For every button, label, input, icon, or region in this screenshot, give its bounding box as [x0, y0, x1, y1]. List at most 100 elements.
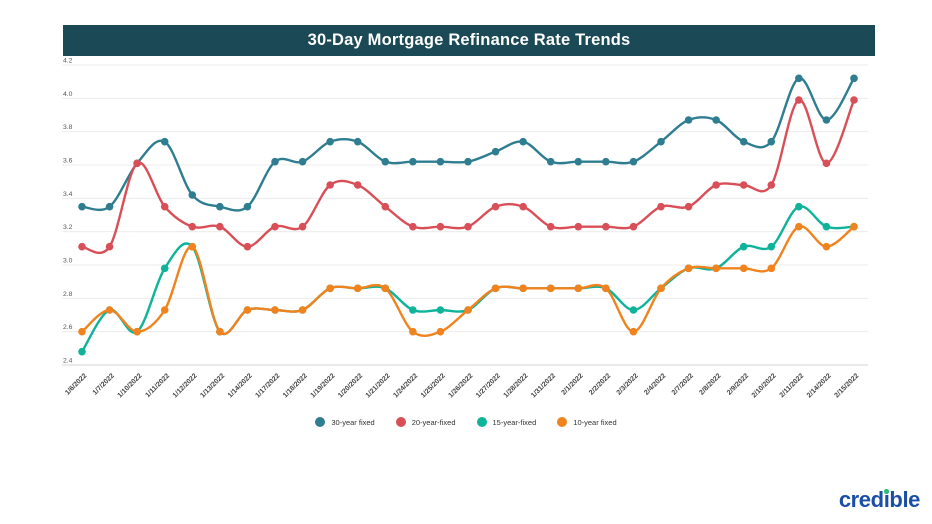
data-point-20-year-fixed — [243, 242, 252, 251]
x-tick-label: 1/28/2022 — [503, 372, 530, 399]
x-tick-label: 1/18/2022 — [282, 372, 309, 399]
data-point-20-year-fixed — [381, 202, 390, 211]
data-point-10-year-fixed — [519, 284, 527, 293]
chart-legend: 30-year fixed 20-year-fixed 15-year-fixed 1… — [0, 417, 932, 427]
data-point-30-year-fixed — [326, 137, 334, 146]
legend-label: 10-year fixed — [573, 417, 617, 427]
data-point-30-year-fixed — [491, 147, 500, 156]
data-point-10-year-fixed — [436, 327, 445, 336]
x-tick-label: 1/24/2022 — [392, 372, 419, 399]
data-point-10-year-fixed — [657, 284, 665, 293]
data-point-10-year-fixed — [243, 306, 252, 314]
y-tick-label: 3.8 — [63, 124, 73, 131]
legend-marker-icon — [315, 417, 326, 427]
legend-item-10-year-fixed: 10-year fixed — [557, 417, 617, 427]
logo-text-part1: cred — [838, 487, 884, 512]
x-tick-label: 1/25/2022 — [420, 372, 447, 399]
data-point-20-year-fixed — [271, 222, 279, 231]
data-point-15-year-fixed — [629, 306, 638, 314]
x-tick-label: 1/12/2022 — [172, 372, 199, 399]
data-point-20-year-fixed — [767, 181, 776, 189]
x-tick-label: 1/13/2022 — [199, 372, 226, 399]
data-point-20-year-fixed — [684, 202, 693, 211]
data-point-30-year-fixed — [767, 137, 776, 146]
x-tick-label: 1/11/2022 — [144, 372, 171, 399]
data-point-20-year-fixed — [519, 202, 527, 211]
data-point-10-year-fixed — [409, 327, 417, 336]
data-point-30-year-fixed — [436, 157, 445, 166]
y-tick-label: 3.6 — [63, 158, 73, 165]
data-point-10-year-fixed — [78, 327, 86, 336]
data-point-20-year-fixed — [216, 222, 224, 231]
data-point-10-year-fixed — [574, 284, 583, 293]
data-point-20-year-fixed — [160, 202, 169, 211]
x-tick-label: 2/2/2022 — [588, 372, 612, 396]
data-point-10-year-fixed — [491, 284, 500, 293]
series-line-10-year-fixed — [80, 225, 856, 337]
data-point-10-year-fixed — [216, 327, 224, 336]
data-point-15-year-fixed — [739, 242, 748, 251]
x-tick-label: 2/8/2022 — [698, 372, 722, 396]
y-tick-label: 4.0 — [63, 91, 73, 98]
y-tick-label: 4.2 — [63, 58, 73, 65]
x-tick-label: 1/27/2022 — [475, 372, 502, 399]
data-point-30-year-fixed — [519, 137, 527, 146]
x-tick-label: 1/6/2022 — [64, 372, 88, 396]
data-point-30-year-fixed — [574, 157, 583, 166]
x-tick-label: 2/1/2022 — [560, 372, 584, 396]
x-tick-label: 2/9/2022 — [726, 372, 750, 396]
data-point-30-year-fixed — [712, 116, 720, 124]
data-point-10-year-fixed — [271, 306, 279, 314]
data-point-10-year-fixed — [546, 284, 555, 293]
data-point-20-year-fixed — [409, 222, 417, 231]
data-point-10-year-fixed — [739, 264, 748, 273]
x-tick-label: 1/7/2022 — [92, 372, 116, 396]
data-point-30-year-fixed — [464, 157, 472, 166]
data-point-10-year-fixed — [133, 327, 141, 336]
y-tick-label: 3.0 — [63, 258, 73, 265]
data-point-10-year-fixed — [298, 306, 307, 314]
data-point-15-year-fixed — [160, 264, 169, 273]
data-point-10-year-fixed — [684, 264, 693, 273]
legend-marker-icon — [476, 417, 487, 427]
data-point-20-year-fixed — [657, 202, 665, 211]
legend-item-15-year-fixed: 15-year-fixed — [476, 417, 537, 427]
x-tick-label: 1/14/2022 — [227, 372, 254, 399]
data-point-20-year-fixed — [629, 222, 638, 231]
data-point-30-year-fixed — [629, 157, 638, 166]
data-point-10-year-fixed — [629, 327, 638, 336]
data-point-20-year-fixed — [574, 222, 583, 231]
data-point-20-year-fixed — [188, 222, 197, 231]
legend-label: 15-year-fixed — [492, 417, 537, 427]
y-tick-label: 3.4 — [63, 191, 73, 198]
x-tick-label: 1/21/2022 — [365, 372, 392, 399]
x-tick-label: 2/14/2022 — [806, 372, 833, 399]
data-point-30-year-fixed — [657, 137, 665, 146]
data-point-10-year-fixed — [850, 222, 858, 231]
data-point-30-year-fixed — [684, 116, 693, 124]
data-point-15-year-fixed — [822, 222, 831, 231]
data-point-20-year-fixed — [795, 96, 803, 104]
data-point-15-year-fixed — [767, 242, 776, 251]
data-point-15-year-fixed — [78, 347, 86, 356]
data-point-30-year-fixed — [271, 157, 279, 166]
data-point-20-year-fixed — [78, 242, 86, 251]
data-point-20-year-fixed — [850, 96, 858, 104]
data-point-20-year-fixed — [602, 222, 610, 231]
x-tick-label: 1/19/2022 — [310, 372, 337, 399]
chart-title: 30-Day Mortgage Refinance Rate Trends — [307, 31, 631, 49]
data-point-10-year-fixed — [767, 264, 776, 273]
x-tick-label: 1/10/2022 — [117, 372, 144, 399]
data-point-10-year-fixed — [105, 306, 114, 314]
legend-item-30-year-fixed: 30-year fixed — [315, 417, 375, 427]
data-point-20-year-fixed — [298, 222, 307, 231]
logo-letter-i: ı — [883, 487, 890, 512]
data-point-20-year-fixed — [822, 159, 831, 168]
data-point-10-year-fixed — [188, 242, 197, 251]
y-tick-label: 2.4 — [63, 358, 73, 365]
x-tick-label: 1/31/2022 — [530, 372, 557, 399]
legend-label: 20-year-fixed — [411, 417, 456, 427]
data-point-30-year-fixed — [850, 74, 858, 83]
x-tick-label: 2/11/2022 — [779, 372, 806, 399]
